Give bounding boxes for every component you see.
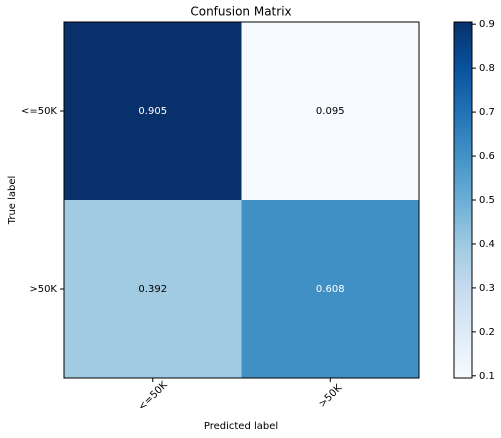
x-axis-label: Predicted label [204, 421, 278, 432]
colorbar-tick-label: 0.4 [479, 239, 495, 250]
cell-label: 0.095 [316, 106, 345, 117]
colorbar-tick-label: 0.7 [479, 107, 495, 118]
colorbar-tick-label: 0.6 [479, 151, 495, 162]
axes-frame [63, 21, 420, 379]
cell [241, 200, 420, 379]
heatmap [64, 22, 420, 379]
cell [64, 200, 242, 379]
cell-label: 0.905 [138, 106, 167, 117]
colorbar-tick-label: 0.5 [479, 195, 495, 206]
cell [64, 22, 242, 201]
chart-title: Confusion Matrix [190, 5, 291, 19]
colorbar-tick-label: 0.9 [479, 19, 495, 30]
colorbar-tick-label: 0.1 [479, 371, 495, 382]
y-tick-label: <=50K [21, 106, 57, 117]
y-tick-label: >50K [29, 284, 57, 295]
colorbar [453, 21, 473, 379]
colorbar-tick-label: 0.8 [479, 63, 495, 74]
colorbar-tick-label: 0.3 [479, 283, 495, 294]
cell-label: 0.392 [138, 284, 167, 295]
cell-label: 0.608 [316, 284, 345, 295]
colorbar-tick-label: 0.2 [479, 327, 495, 338]
cell [241, 22, 420, 201]
y-axis-label: True label [7, 176, 18, 226]
